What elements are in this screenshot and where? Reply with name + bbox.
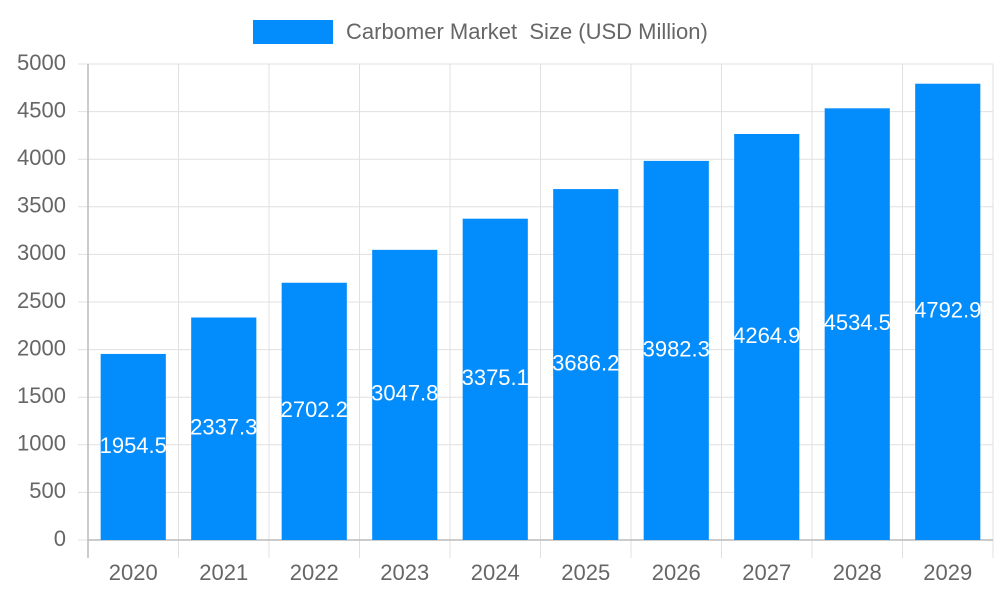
x-tick-label: 2026 — [652, 560, 701, 585]
bar — [915, 83, 981, 541]
y-tick-label: 4500 — [17, 97, 66, 122]
data-label: 3982.3 — [643, 336, 710, 361]
bar — [734, 133, 800, 541]
x-tick-label: 2025 — [561, 560, 610, 585]
bar — [462, 218, 528, 540]
x-tick-label: 2020 — [109, 560, 158, 585]
data-label: 4264.9 — [733, 323, 800, 348]
y-tick-label: 5000 — [17, 50, 66, 75]
x-tick-label: 2022 — [290, 560, 339, 585]
data-label: 3686.2 — [552, 350, 619, 375]
bar — [372, 249, 438, 541]
y-tick-label: 1500 — [17, 383, 66, 408]
y-tick-label: 3500 — [17, 193, 66, 218]
y-tick-label: 3000 — [17, 240, 66, 265]
bar — [824, 108, 890, 540]
bar — [553, 189, 619, 540]
x-tick-label: 2023 — [380, 560, 429, 585]
data-label: 1954.5 — [100, 433, 167, 458]
x-tick-label: 2021 — [199, 560, 248, 585]
bar — [100, 353, 166, 540]
x-tick-label: 2027 — [742, 560, 791, 585]
y-tick-label: 2000 — [17, 335, 66, 360]
data-label: 3047.8 — [371, 381, 438, 406]
y-tick-label: 500 — [29, 478, 66, 503]
data-label: 4534.5 — [824, 310, 891, 335]
y-tick-label: 4000 — [17, 145, 66, 170]
data-label: 4792.9 — [914, 298, 981, 323]
y-tick-label: 1000 — [17, 431, 66, 456]
x-tick-label: 2024 — [471, 560, 520, 585]
data-label: 2337.3 — [190, 415, 257, 440]
bar — [281, 282, 347, 540]
x-tick-label: 2029 — [923, 560, 972, 585]
data-label: 3375.1 — [462, 365, 529, 390]
bar — [643, 160, 709, 540]
data-label: 2702.2 — [281, 397, 348, 422]
legend-label[interactable]: Carbomer Market Size (USD Million) — [346, 19, 708, 44]
legend-swatch[interactable] — [253, 20, 333, 44]
x-tick-label: 2028 — [833, 560, 882, 585]
bar — [191, 317, 257, 540]
y-tick-label: 0 — [54, 526, 66, 551]
y-tick-label: 2500 — [17, 288, 66, 313]
